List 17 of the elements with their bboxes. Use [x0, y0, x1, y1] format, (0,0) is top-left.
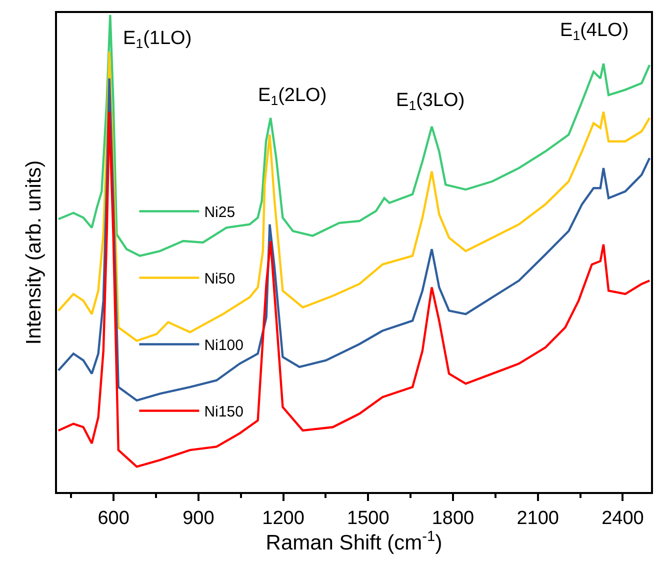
y-axis-title: Intensity (arb. units) — [22, 160, 46, 345]
x-axis-title: Raman Shift (cm$^{-1}$) — [266, 528, 442, 555]
annotation: E$_{1}$(4LO) — [560, 20, 629, 43]
x-tick-label: 1500 — [347, 508, 390, 529]
x-tick-label: 2400 — [602, 508, 644, 529]
x-tick-label: 1800 — [432, 508, 474, 529]
annotation: E$_{1}$(2LO) — [258, 85, 327, 108]
annotation: E$_{1}$(3LO) — [396, 90, 465, 113]
x-tick-label: 600 — [98, 508, 130, 529]
x-tick-label: 1200 — [262, 508, 304, 529]
x-tick-label: 900 — [182, 508, 214, 529]
legend-label: Ni150 — [204, 404, 244, 421]
x-tick-label: 2100 — [516, 508, 559, 529]
legend-label: Ni50 — [204, 270, 236, 288]
legend-label: Ni25 — [204, 204, 236, 222]
legend-label: Ni100 — [204, 337, 244, 354]
annotation: E$_{1}$(1LO) — [123, 28, 192, 51]
